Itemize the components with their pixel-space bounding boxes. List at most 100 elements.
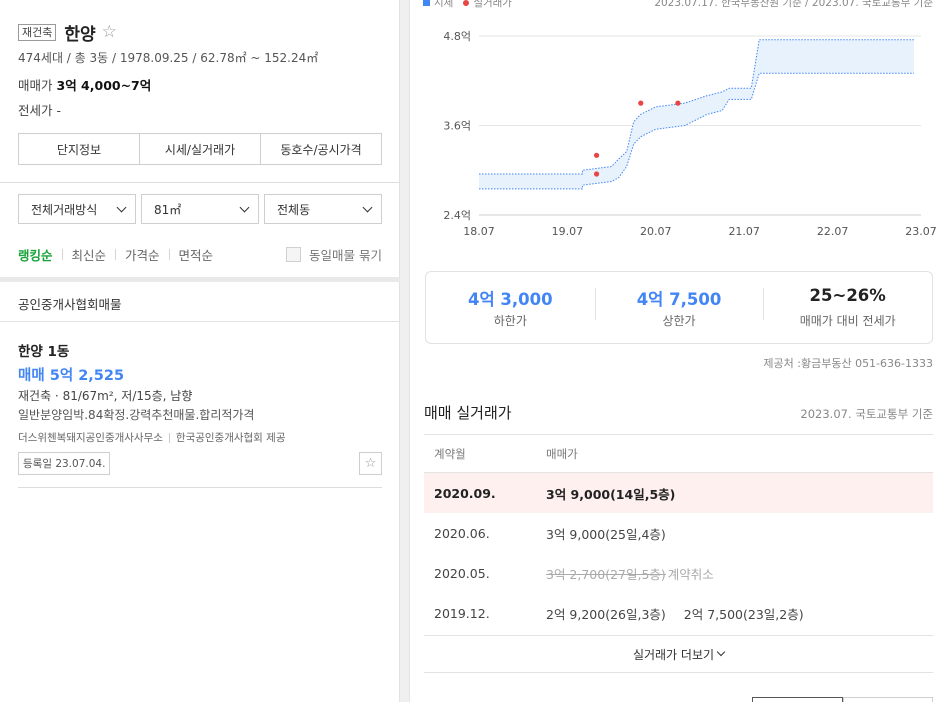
divider — [0, 182, 400, 183]
transactions-source: 2023.07. 국토교통부 기준 — [800, 407, 933, 421]
more-transactions-button[interactable]: 실거래가 더보기 — [424, 635, 933, 673]
group-checkbox[interactable] — [286, 246, 302, 262]
building-value: 전체동 — [277, 202, 311, 217]
listing-name: 한양 1동 — [18, 344, 70, 360]
favorite-star-icon[interactable]: ☆ — [101, 21, 117, 42]
agent-name[interactable]: 더스위첸복돼지공인중개사사무소 — [18, 432, 163, 444]
transactions-table: 계약월 매매가 2020.09. 3억 9,000(14일,5층) 2020.0… — [424, 434, 933, 673]
table-row[interactable]: 2019.12. 2억 9,200(26일,3층) 2억 7,500(23일,2… — [424, 593, 933, 633]
y-tick-label: 3.6억 — [443, 120, 471, 133]
listing-item[interactable]: 한양 1동 매매 5억 2,525 재건축 · 81/67m², 저/15층, … — [18, 340, 382, 488]
listing-agent: 더스위첸복돼지공인중개사사무소 한국공인중개사협회 제공 — [18, 430, 382, 445]
price-upper-line — [479, 39, 914, 175]
stat-ratio: 25~26% 매매가 대비 전세가 — [763, 286, 932, 329]
reconstruction-badge: 재건축 — [18, 23, 57, 41]
row-price: 3억 2,700(27일,5층) 계약취소 — [546, 564, 933, 583]
sale-price-value: 3억 4,000~7억 — [56, 78, 152, 93]
trade-type-select[interactable]: 전체거래방식 — [18, 194, 136, 224]
title-row: 재건축 한양 ☆ — [18, 20, 388, 45]
chevron-down-icon — [116, 202, 127, 212]
chart-source: 2023.07.17. 한국부동산원 기준 / 2023.07. 국토교통부 기… — [654, 0, 933, 9]
table-row[interactable]: 2020.05. 3억 2,700(27일,5층) 계약취소 — [424, 553, 933, 593]
tab-market-price[interactable]: 시세/실거래가 — [140, 134, 261, 164]
cancelled-price: 3억 2,700(27일,5층) — [546, 566, 666, 582]
sort-price[interactable]: 가격순 — [125, 247, 160, 263]
actual-deal-point — [593, 171, 600, 177]
panel-gutter — [400, 0, 410, 702]
price-text-2: 2억 7,500(23일,2층) — [683, 606, 804, 622]
complex-name: 한양 — [64, 24, 96, 45]
area-select[interactable]: 81㎡ — [141, 194, 259, 224]
divider — [61, 248, 63, 260]
price-legend-swatch — [423, 0, 430, 6]
tab-complex-info[interactable]: 단지정보 — [19, 134, 140, 164]
divider — [168, 432, 170, 443]
price-text: 3억 9,000(25일,4층) — [546, 526, 666, 542]
row-price: 2억 9,200(26일,3층) 2억 7,500(23일,2층) — [546, 604, 933, 623]
row-date: 2019.12. — [434, 605, 490, 621]
table-row[interactable]: 2020.06. 3억 9,000(25일,4층) — [424, 513, 933, 553]
bottom-tabs — [752, 697, 933, 702]
price-lower-line — [479, 72, 914, 190]
bottom-tab-1[interactable] — [752, 697, 843, 702]
divider — [115, 248, 117, 260]
price-text: 3억 9,000(14일,5층) — [546, 486, 676, 502]
price-band-area — [479, 39, 914, 189]
divider — [0, 321, 400, 322]
bottom-tab-2[interactable] — [842, 697, 933, 702]
row-date: 2020.05. — [434, 565, 490, 581]
registration-date: 등록일 23.07.04. — [18, 452, 111, 475]
area-value: 81㎡ — [154, 202, 182, 217]
building-select[interactable]: 전체동 — [264, 194, 382, 224]
row-date: 2020.06. — [434, 525, 490, 541]
transactions-title: 매매 실거래가 — [424, 404, 512, 422]
listing-description: 일반분양임박.84확정.강력추천매물.합리적가격 — [18, 408, 255, 422]
y-tick-label: 4.8억 — [443, 30, 471, 43]
price-chart[interactable]: 2.4억 3.6억 4.8억 18.07 19.07 20.07 21.07 22.07 23.… — [411, 20, 947, 250]
chart-legend: 시세 실거래가 — [423, 0, 512, 10]
table-header: 계약월 매매가 — [424, 435, 933, 473]
legend-price: 시세 — [434, 0, 454, 9]
upper-price-label: 상한가 — [662, 314, 696, 328]
actual-deal-point — [593, 152, 600, 158]
sort-latest[interactable]: 최신순 — [71, 247, 107, 263]
lower-price-label: 하한가 — [493, 314, 527, 328]
table-row[interactable]: 2020.09. 3억 9,000(14일,5층) — [424, 473, 933, 513]
group-label: 동일매물 묶기 — [309, 247, 382, 263]
actual-legend-dot — [463, 0, 470, 6]
trade-type-value: 전체거래방식 — [31, 202, 98, 217]
actual-deal-point — [638, 100, 644, 106]
listing-favorite-button[interactable]: ☆ — [359, 452, 382, 475]
sale-price-label: 매매가 — [18, 78, 53, 93]
filter-bar: 전체거래방식 81㎡ 전체동 — [18, 194, 382, 224]
jeonse-price-label: 전세가 — [18, 103, 53, 118]
y-tick-label: 2.4억 — [443, 209, 471, 222]
legend-actual: 실거래가 — [473, 0, 512, 9]
header-sale-price: 매매가 — [546, 446, 578, 461]
sort-options: 랭킹순 최신순 가격순 면적순 동일매물 묶기 — [18, 244, 382, 264]
x-tick-label: 18.07 — [463, 225, 495, 238]
data-provider: 제공처 :황금부동산 051-636-1333 — [763, 357, 933, 370]
sort-ranking[interactable]: 랭킹순 — [18, 247, 53, 263]
more-label: 실거래가 더보기 — [632, 647, 715, 662]
chevron-down-icon — [716, 647, 726, 657]
jeonse-ratio-value: 25~26% — [809, 286, 886, 305]
cancel-note: 계약취소 — [667, 566, 714, 582]
jeonse-price-value: - — [56, 103, 62, 118]
actual-deal-point — [675, 100, 681, 106]
section-divider — [0, 277, 400, 282]
group-same-listings[interactable]: 동일매물 묶기 — [286, 245, 382, 264]
x-tick-label: 23.07 — [905, 225, 937, 238]
x-tick-label: 22.07 — [817, 225, 849, 238]
tab-unit-price[interactable]: 동호수/공시가격 — [280, 142, 362, 157]
x-tick-label: 19.07 — [552, 225, 584, 238]
sort-area[interactable]: 면적순 — [178, 247, 214, 263]
row-date: 2020.09. — [434, 485, 496, 501]
complex-info-tabs: 단지정보 시세/실거래가 동호수/공시가격 — [18, 133, 382, 165]
x-tick-label: 21.07 — [728, 225, 760, 238]
section-title: 공인중개사협회매물 — [18, 297, 122, 312]
complex-header: 재건축 한양 ☆ 474세대 / 총 3동 / 1978.09.25 / 62.… — [18, 20, 388, 118]
jeonse-ratio-label: 매매가 대비 전세가 — [799, 314, 896, 328]
price-text: 2억 9,200(26일,3층) — [546, 606, 666, 622]
agent-provider: 한국공인중개사협회 제공 — [175, 432, 286, 444]
